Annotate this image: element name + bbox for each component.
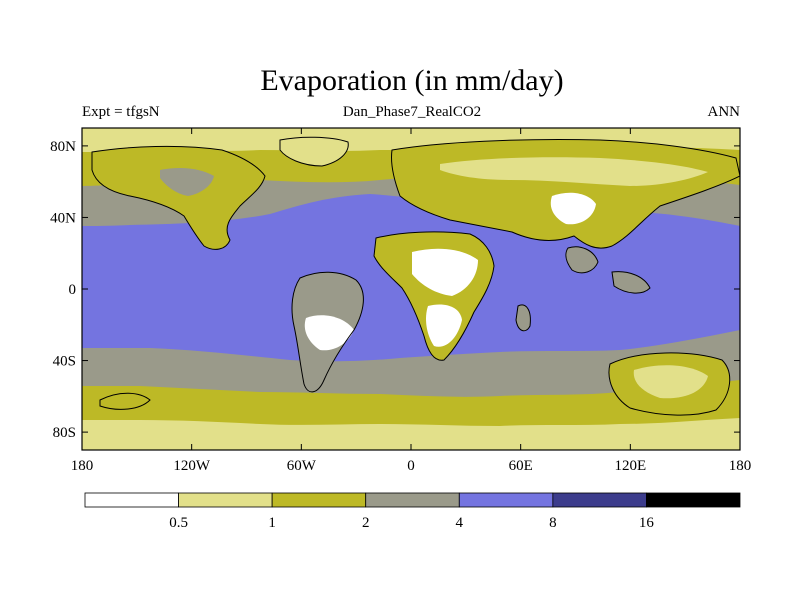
indonesia-land [612, 271, 650, 294]
colorbar-box [271, 492, 367, 508]
colorbar-level-label: 0.5 [169, 515, 188, 531]
eurasia-coastline [391, 139, 740, 249]
australia-pale-zone [633, 365, 708, 399]
plot-title: Evaporation (in mm/day) [260, 64, 563, 97]
southern-africa-dry-zone [426, 304, 462, 347]
lon-tick-label: 180 [71, 458, 94, 474]
madagascar-land [516, 304, 531, 331]
colorbar-level-label: 1 [268, 515, 276, 531]
colorbar: 0.5 1 2 4 8 16 [84, 492, 741, 531]
colorbar-level-label: 8 [549, 515, 557, 531]
colorbar-box [178, 492, 273, 508]
axis-ticks: 180 120W 60W 0 60E 120E 180 80N 40N 0 40S 80S [50, 128, 751, 474]
lat-tick-label: 40N [50, 210, 76, 226]
north-america-coastline [91, 145, 266, 250]
australia-coastline [608, 352, 731, 416]
colorbar-box [365, 492, 460, 508]
coastlines [91, 136, 740, 416]
lat-tick-label: 40S [53, 354, 76, 370]
lon-tick-label: 60W [287, 458, 317, 474]
south-america-coastline [291, 271, 364, 393]
colorbar-level-label: 4 [456, 515, 464, 531]
colorbar-box [84, 492, 179, 508]
colorbar-box [646, 492, 741, 508]
greenland-coastline [279, 136, 349, 167]
colorbar-box [458, 492, 554, 508]
southeast-asia-land [565, 246, 598, 273]
center-string: Dan_Phase7_RealCO2 [343, 104, 481, 120]
north-america-land [92, 146, 265, 250]
colorbar-level-label: 16 [639, 515, 655, 531]
evaporation-contour-field [82, 128, 740, 450]
africa-coastline [373, 231, 495, 361]
north-america-dry-zone [160, 168, 214, 196]
indonesia-coastline [611, 271, 651, 294]
lon-tick-label: 60E [509, 458, 533, 474]
right-string: ANN [708, 104, 741, 120]
lon-tick-label: 120E [614, 458, 646, 474]
lat-tick-label: 80N [50, 139, 76, 155]
antarctica-land [82, 428, 740, 450]
siberia-pale-zone [440, 157, 708, 186]
left-string: Expt = tfgsN [82, 104, 160, 120]
colorbar-box [552, 492, 647, 508]
sahara-dry-zone [412, 248, 478, 296]
lat-tick-label: 0 [69, 282, 77, 298]
new-zealand-coastline [99, 392, 151, 410]
colorbar-level-label: 2 [362, 515, 370, 531]
lon-tick-label: 180 [729, 458, 752, 474]
greenland-land [280, 137, 349, 166]
lon-tick-label: 120W [173, 458, 211, 474]
central-asia-dry-zone [550, 192, 596, 225]
madagascar-coastline [515, 304, 531, 332]
south-america-dry-zone [304, 315, 354, 351]
lon-tick-label: 0 [407, 458, 415, 474]
lat-tick-label: 80S [53, 425, 76, 441]
southeast-asia-coastline [565, 246, 599, 274]
